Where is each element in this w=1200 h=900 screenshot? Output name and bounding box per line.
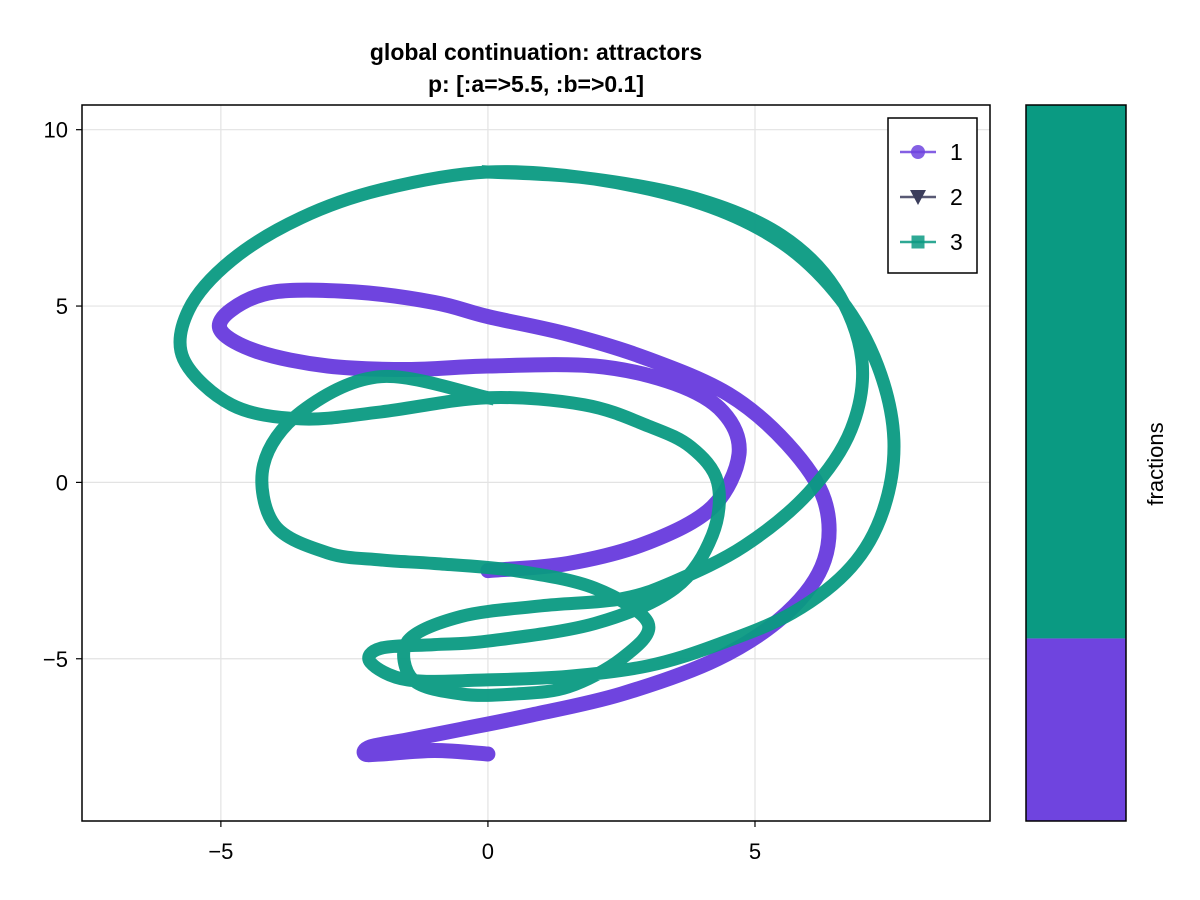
y-tick-label: −5 bbox=[43, 647, 68, 672]
legend-entry-1: 1 bbox=[900, 139, 963, 165]
chart-title: global continuation: attractors bbox=[370, 39, 702, 65]
triangle-down-marker-icon bbox=[910, 190, 926, 205]
series-group bbox=[173, 165, 901, 763]
legend: 1 2 3 bbox=[887, 117, 978, 274]
legend-label: 3 bbox=[950, 229, 963, 255]
y-tick-label: 10 bbox=[44, 118, 68, 143]
y-tick-label: 5 bbox=[56, 294, 68, 319]
y-axis-ticks: −5 0 5 10 bbox=[43, 118, 82, 672]
fractions-label: fractions bbox=[1143, 422, 1168, 505]
fractions-frame bbox=[1025, 104, 1127, 822]
fraction-segment-1 bbox=[1026, 638, 1126, 821]
legend-label: 1 bbox=[950, 139, 963, 165]
legend-entry-2: 2 bbox=[900, 184, 963, 210]
plot-frame bbox=[81, 104, 991, 822]
y-tick-label: 0 bbox=[56, 470, 68, 495]
legend-box bbox=[887, 117, 978, 274]
square-marker-icon bbox=[911, 235, 925, 249]
fraction-segment-3 bbox=[1026, 105, 1126, 639]
attractor-3-trajectory bbox=[173, 165, 901, 702]
x-axis-ticks: −5 0 5 bbox=[208, 821, 761, 864]
circle-marker-icon bbox=[911, 145, 925, 159]
x-tick-label: −5 bbox=[208, 839, 233, 864]
legend-entry-3: 3 bbox=[900, 229, 963, 255]
x-tick-label: 5 bbox=[749, 839, 761, 864]
legend-label: 2 bbox=[950, 184, 963, 210]
attractor-1-trajectory bbox=[211, 282, 837, 763]
fractions-bar bbox=[1025, 104, 1127, 822]
scatter-plot-area: −5 0 5 −5 0 5 10 1 2 3 bbox=[43, 104, 991, 864]
x-tick-label: 0 bbox=[482, 839, 494, 864]
chart-subtitle: p: [:a=>5.5, :b=>0.1] bbox=[428, 71, 644, 97]
